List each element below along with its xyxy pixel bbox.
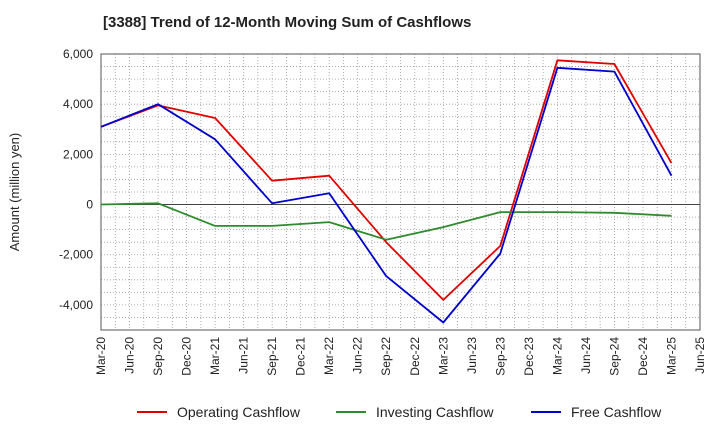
x-tick-label: Jun-25: [693, 337, 707, 374]
series-line-investing-cashflow: [100, 202, 672, 241]
legend-item: Operating Cashflow: [137, 404, 300, 420]
x-tick-label: Jun-24: [579, 337, 593, 374]
plot-frame: [100, 53, 701, 331]
legend-swatch: [137, 411, 167, 413]
legend-swatch: [336, 411, 366, 413]
x-tick-label: Sep-24: [607, 337, 621, 376]
x-tick-label: Dec-24: [636, 337, 650, 376]
series-line-operating-cashflow: [100, 59, 673, 301]
x-tick-label: Mar-20: [94, 337, 108, 375]
y-axis-ticks: -4,000 -2,000 0 2,000 4,000 6,000: [59, 47, 93, 312]
legend-swatch: [531, 411, 561, 413]
x-tick-label: Dec-22: [408, 337, 422, 376]
x-tick-label: Jun-21: [237, 337, 251, 374]
legend-label: Investing Cashflow: [376, 404, 494, 420]
x-tick-label: Jun-23: [465, 337, 479, 374]
x-tick-label: Mar-25: [664, 337, 678, 375]
x-tick-label: Jun-20: [123, 337, 137, 374]
legend-label: Operating Cashflow: [177, 404, 300, 420]
legend-item: Free Cashflow: [531, 404, 661, 420]
y-tick-label: -2,000: [59, 248, 93, 262]
series-line-free-cashflow: [100, 66, 673, 324]
legend: Operating Cashflow Investing Cashflow Free…: [0, 404, 720, 426]
x-tick-label: Dec-20: [180, 337, 194, 376]
x-tick-label: Mar-24: [550, 337, 564, 375]
x-tick-label: Sep-23: [493, 337, 507, 376]
y-tick-label: 6,000: [63, 47, 93, 61]
x-tick-label: Sep-20: [151, 337, 165, 376]
x-tick-label: Jun-22: [351, 337, 365, 374]
x-tick-label: Mar-21: [208, 337, 222, 375]
y-tick-label: -4,000: [59, 298, 93, 312]
y-axis-label: Amount (million yen): [7, 133, 22, 252]
legend-item: Investing Cashflow: [336, 404, 494, 420]
chart-title: [3388] Trend of 12-Month Moving Sum of C…: [103, 14, 472, 31]
x-tick-label: Mar-23: [436, 337, 450, 375]
x-tick-label: Mar-22: [322, 337, 336, 375]
y-tick-label: 4,000: [63, 97, 93, 111]
x-axis-ticks: Mar-20 Jun-20 Sep-20 Dec-20 Mar-21 Jun-21 Sep-…: [94, 337, 707, 376]
y-tick-label: 0: [86, 198, 93, 212]
x-tick-label: Dec-21: [294, 337, 308, 376]
x-tick-label: Dec-23: [522, 337, 536, 376]
legend-label: Free Cashflow: [571, 404, 662, 420]
series-lines: [100, 59, 673, 324]
y-tick-label: 2,000: [63, 147, 93, 161]
x-tick-label: Sep-21: [265, 337, 279, 376]
x-tick-label: Sep-22: [379, 337, 393, 376]
